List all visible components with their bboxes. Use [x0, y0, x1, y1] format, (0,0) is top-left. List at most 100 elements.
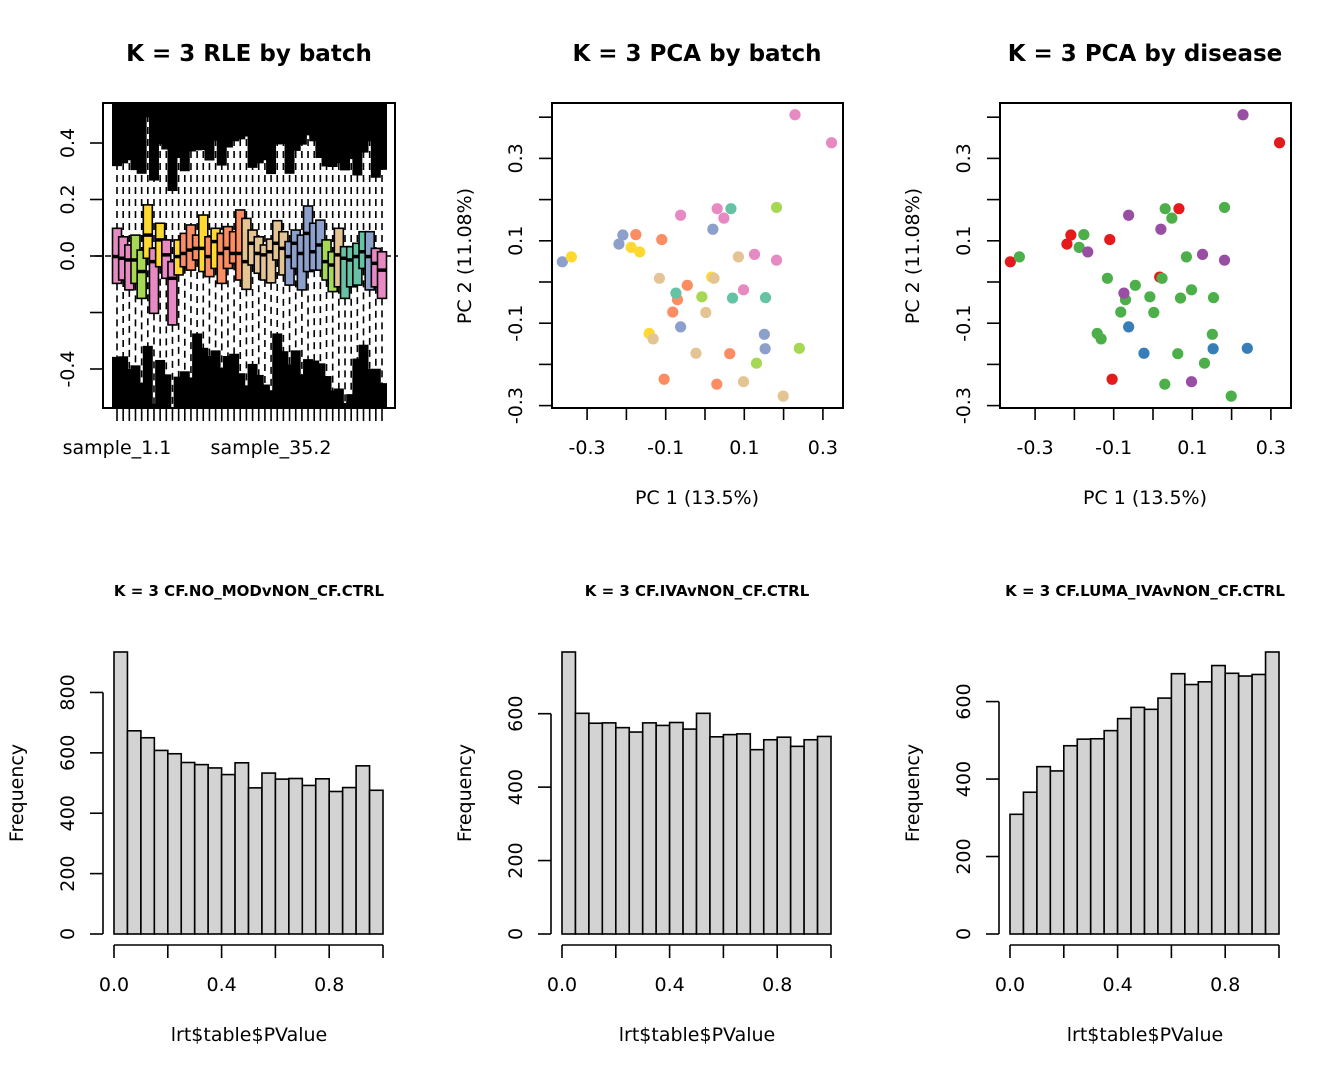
rle-outliers-upper [284, 103, 295, 174]
pca-point [708, 272, 720, 284]
rle-plot: -0.4 0.0 0.2 0.4 [57, 102, 398, 421]
pca-point [1115, 306, 1127, 318]
hist-bar [1063, 744, 1079, 935]
rle-outliers-upper [179, 103, 190, 172]
hist2-title: K = 3 CF.IVAvNON_CF.CTRL [585, 582, 810, 600]
pca-ytick-label: -0.1 [505, 305, 527, 342]
pca-point [1237, 109, 1249, 121]
pca-point [1207, 292, 1220, 304]
pca-batch-plot: -0.3 -0.1 0.1 0.3 -0.3 -0.1 0.1 0.3 [505, 102, 844, 459]
hist2-xlabel: lrt$table$PValue [619, 1024, 775, 1046]
hist-bar [1157, 697, 1173, 935]
pca-point [789, 109, 801, 121]
rle-outliers-lower [204, 355, 215, 408]
pca-point [1198, 357, 1211, 369]
hist1-plot: 0 200 400 600 800 0.0 0.4 0.8 [57, 651, 384, 996]
hist-bar [1143, 708, 1159, 935]
hist-bar [328, 790, 344, 935]
pca-point [1207, 343, 1219, 355]
pca-point [707, 223, 719, 235]
rle-box [376, 250, 388, 300]
hist-xtick-label: 0.4 [206, 974, 236, 996]
rle-outliers-upper [216, 103, 227, 166]
pca-point [1106, 373, 1118, 385]
hist-bar [574, 712, 590, 935]
hist-bar [776, 736, 792, 935]
rle-title: K = 3 RLE by batch [126, 41, 372, 67]
pca-point [617, 229, 629, 241]
pca-point [737, 376, 750, 388]
pca-xtick-label: 0.3 [1256, 437, 1286, 459]
hist-bar [140, 736, 156, 935]
hist-xtick-label: 0.0 [547, 974, 577, 996]
pca-xtick-label: 0.1 [1177, 437, 1207, 459]
rle-outliers-upper [296, 103, 307, 145]
rle-outliers-lower [241, 385, 252, 408]
hist-bar [722, 733, 738, 935]
pca-ytick-label: -0.3 [953, 387, 975, 424]
hist-bar [695, 712, 711, 935]
rle-outliers-upper [155, 103, 166, 145]
pca-point [1185, 376, 1198, 388]
hist-bar [561, 651, 577, 935]
rle-outliers-lower [130, 365, 141, 408]
hist-bar [1022, 791, 1038, 935]
pca-point [1004, 256, 1016, 268]
pca-point [1082, 246, 1094, 258]
rle-outliers-lower [142, 345, 153, 408]
pca-point [1123, 209, 1135, 221]
pca-point [656, 233, 668, 246]
rle-outliers-upper [112, 103, 122, 167]
rle-outliers-lower [327, 390, 338, 408]
hist-bar [1251, 673, 1267, 935]
pca-point [1065, 229, 1077, 241]
pca-point [1159, 203, 1171, 215]
hist-bar [1049, 770, 1065, 935]
pca-ytick-label: 0.1 [953, 226, 975, 256]
rle-outliers-lower [253, 374, 264, 408]
hist-bar [247, 787, 263, 935]
hist-bar [193, 763, 209, 935]
hist-ytick-label: 0 [57, 928, 79, 940]
pca-batch-title: K = 3 PCA by batch [572, 41, 821, 67]
pca-disease-xlabel: PC 1 (13.5%) [1083, 487, 1207, 509]
rle-outliers-lower [148, 403, 159, 408]
rle-box [265, 238, 277, 284]
pca-point [556, 256, 568, 268]
rle-outliers-lower [358, 344, 369, 408]
hist-bar [1130, 706, 1146, 935]
pca-point [1225, 390, 1237, 402]
hist-bar [126, 730, 142, 935]
rle-outliers-upper [136, 103, 147, 174]
hist-bar [368, 789, 384, 935]
pca-point [1144, 291, 1156, 303]
rle-outliers-upper [272, 103, 283, 145]
pca-point [726, 292, 739, 304]
pca-point [1180, 251, 1193, 263]
pca-xtick-label: -0.3 [569, 437, 606, 459]
hist3-plot: 0 200 400 600 0.0 0.4 0.8 [953, 651, 1280, 996]
hist-bar [1224, 672, 1240, 935]
pca-point [1078, 229, 1090, 241]
rle-outliers-upper [247, 103, 258, 168]
hist-bar [601, 722, 617, 935]
hist-bar [789, 745, 805, 935]
pca-point [667, 306, 679, 318]
hist-bar [355, 765, 371, 935]
rle-outliers-upper [167, 103, 178, 192]
pca-point [1123, 321, 1135, 333]
hist-bar [113, 651, 129, 935]
hist-bar [341, 786, 357, 935]
pca-point [1073, 241, 1085, 253]
hist1-ylabel: Frequency [6, 744, 28, 842]
pca-point [1129, 279, 1141, 291]
pca-point [1173, 203, 1185, 215]
rle-outliers-lower [340, 402, 351, 408]
hist-bar [274, 778, 290, 935]
hist-bar [641, 722, 657, 935]
pca-point [1172, 348, 1184, 360]
hist-bar [288, 777, 304, 935]
hist-bar [709, 736, 725, 935]
pca-disease-title: K = 3 PCA by disease [1008, 41, 1283, 67]
